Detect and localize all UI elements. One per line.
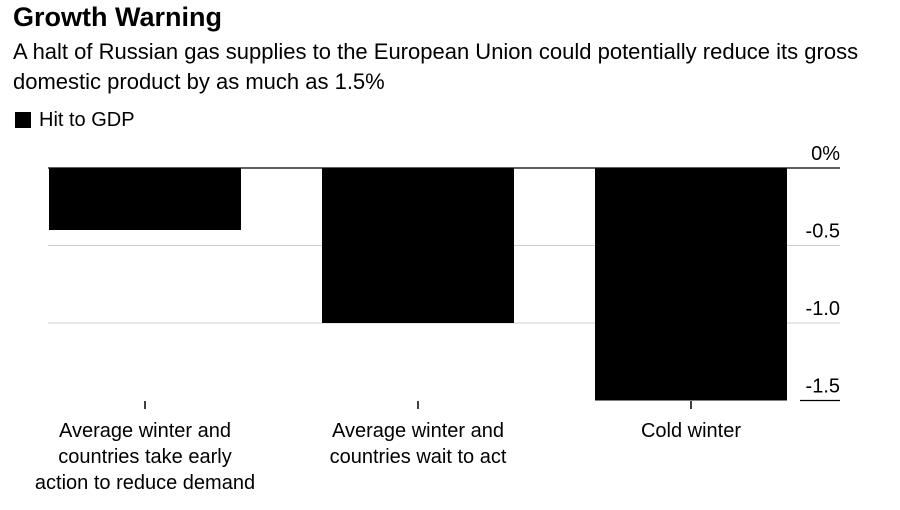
x-tick-label: Cold winter — [640, 420, 742, 442]
bars — [49, 168, 787, 401]
x-tick-label: Average winter and countries take early … — [34, 420, 256, 494]
chart-subtitle: A halt of Russian gas supplies to the Eu… — [13, 39, 859, 94]
y-axis: 0% -0.5 -1.0 -1.5 — [800, 143, 840, 402]
legend-swatch — [15, 112, 31, 128]
y-tick-label: -0.5 — [806, 221, 840, 243]
bar — [595, 168, 787, 401]
x-axis-ticks — [144, 401, 692, 409]
legend: Hit to GDP — [15, 108, 135, 132]
bar — [49, 168, 241, 230]
bar — [322, 168, 514, 323]
x-tick-label: Average winter and countries wait to act — [329, 420, 507, 468]
y-tick-label: 0% — [811, 143, 840, 165]
legend-label: Hit to GDP — [39, 108, 135, 131]
y-tick-label: -1.0 — [806, 298, 840, 320]
y-tick-label: -1.5 — [806, 376, 840, 398]
chart-title: Growth Warning — [13, 2, 222, 32]
